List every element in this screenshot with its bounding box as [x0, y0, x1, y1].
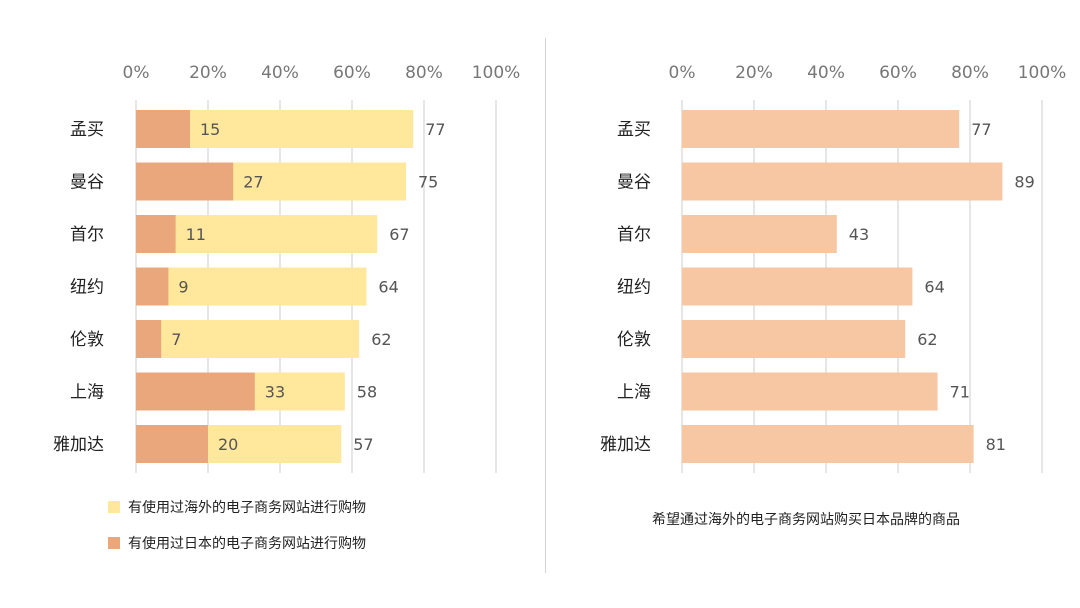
left-value-label: 64 [378, 278, 398, 297]
right-bar [682, 320, 906, 358]
left-bar [136, 267, 367, 306]
right-category-label: 纽约 [617, 278, 651, 298]
left-inner-bar [136, 215, 176, 253]
left-x-tick-label: 40% [261, 63, 299, 83]
right-x-tick-label: 40% [807, 63, 845, 83]
right-value-label: 64 [924, 278, 944, 297]
left-category-label: 雅加达 [53, 435, 104, 455]
legend-swatch-japan [108, 537, 120, 549]
right-value-label: 89 [1014, 173, 1034, 192]
left-x-tick-label: 80% [405, 63, 443, 83]
legend-item-japan: 有使用过日本的电子商务网站进行购物 [108, 533, 366, 553]
right-value-label: 81 [986, 435, 1006, 454]
left-inner-bar [136, 267, 169, 306]
left-value-label: 62 [371, 330, 391, 349]
right-category-label: 伦敦 [617, 330, 651, 350]
right-value-label: 77 [971, 120, 991, 139]
left-inner-bar [136, 162, 234, 201]
right-category-label: 雅加达 [600, 435, 651, 455]
left-value-label: 67 [389, 225, 409, 244]
panel-divider [545, 38, 546, 573]
left-category-label: 伦敦 [70, 330, 104, 350]
left-inner-value-label: 7 [171, 330, 181, 349]
right-bar [682, 425, 974, 463]
left-bar-chart: 0% 20% 40% 60% 80% 100% 孟买 77 15 曼谷 75 27 首尔 67 11 纽约 64… [53, 63, 521, 473]
left-value-label: 75 [418, 173, 438, 192]
legend-swatch-overseas [108, 501, 120, 513]
left-inner-value-label: 20 [218, 435, 238, 454]
left-inner-bar [136, 425, 208, 463]
left-x-tick-label: 20% [189, 63, 227, 83]
left-value-label: 57 [353, 435, 373, 454]
right-category-label: 首尔 [617, 225, 651, 245]
left-inner-value-label: 9 [178, 278, 188, 297]
right-x-tick-label: 0% [669, 63, 696, 83]
left-inner-bar [136, 372, 255, 411]
right-value-label: 71 [950, 383, 970, 402]
left-inner-value-label: 33 [265, 383, 285, 402]
right-bar [682, 215, 837, 253]
left-inner-bar [136, 110, 190, 148]
right-value-label: 43 [849, 225, 869, 244]
left-category-label: 孟买 [70, 120, 104, 140]
left-inner-bar [136, 320, 162, 358]
right-bar [682, 110, 960, 148]
left-inner-value-label: 27 [243, 173, 263, 192]
left-x-tick-label: 100% [472, 63, 521, 83]
left-category-label: 纽约 [70, 278, 104, 298]
left-category-label: 上海 [70, 383, 104, 403]
left-value-label: 58 [357, 383, 377, 402]
right-value-label: 62 [917, 330, 937, 349]
left-bar [136, 215, 378, 253]
legend-item-overseas: 有使用过海外的电子商务网站进行购物 [108, 497, 366, 517]
left-inner-value-label: 11 [186, 225, 206, 244]
legend-label-overseas: 有使用过海外的电子商务网站进行购物 [128, 500, 366, 516]
right-bar [682, 372, 938, 411]
left-inner-value-label: 15 [200, 120, 220, 139]
legend-label-japan: 有使用过日本的电子商务网站进行购物 [128, 536, 366, 552]
right-category-label: 孟买 [617, 120, 651, 140]
right-x-tick-label: 80% [951, 63, 989, 83]
left-value-label: 77 [425, 120, 445, 139]
left-bar [136, 320, 360, 358]
right-chart-caption: 希望通过海外的电子商务网站购买日本品牌的商品 [652, 512, 960, 528]
right-bar [682, 267, 913, 306]
left-x-tick-label: 0% [123, 63, 150, 83]
right-bar-chart: 0% 20% 40% 60% 80% 100% 孟买 77 曼谷 89 首尔 43 纽约 64 伦敦 62 上海… [600, 63, 1067, 473]
left-x-tick-label: 60% [333, 63, 371, 83]
left-category-label: 曼谷 [70, 173, 104, 193]
right-x-tick-label: 100% [1018, 63, 1067, 83]
right-category-label: 上海 [617, 383, 651, 403]
left-category-label: 首尔 [70, 225, 104, 245]
right-category-label: 曼谷 [617, 173, 651, 193]
right-bar [682, 162, 1003, 201]
right-x-tick-label: 60% [879, 63, 917, 83]
right-x-tick-label: 20% [735, 63, 773, 83]
